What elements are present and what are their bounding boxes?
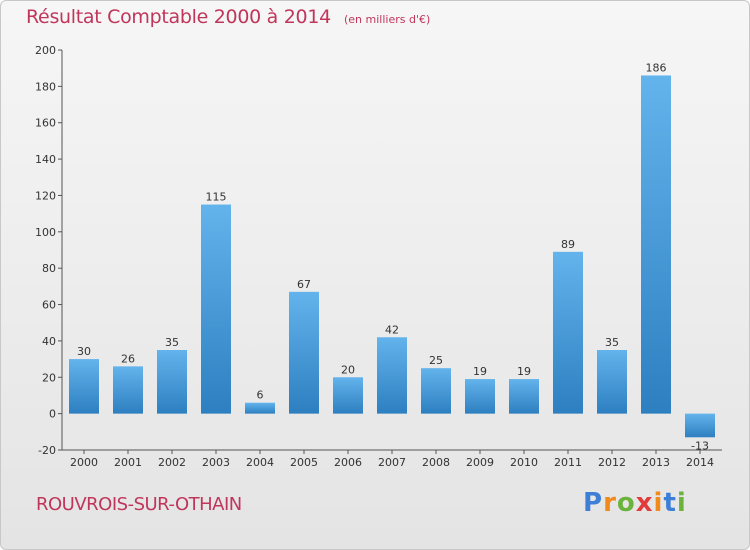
x-tick-label: 2005 [290,456,318,469]
data-label: 25 [429,354,443,367]
chart-bars: 30 26 35 115 6 67 20 42 25 19 19 89 35 186 -13 [69,61,715,452]
x-tick-label: 2001 [114,456,142,469]
x-tick-label: 2000 [70,456,98,469]
bar [641,75,671,414]
y-tick-label: 80 [42,262,56,275]
y-tick-label: 120 [35,189,56,202]
data-label: 19 [517,365,531,378]
data-label: 42 [385,323,399,336]
data-label: 26 [121,352,135,365]
x-tick-label: 2013 [642,456,670,469]
chart-subtitle: (en milliers d'€) [343,13,431,26]
chart-title: Résultat Comptable 2000 à 2014 [26,6,331,28]
bar [685,413,715,438]
x-tick-label: 2006 [334,456,362,469]
data-label: 35 [165,336,179,349]
data-label: 89 [561,238,575,251]
commune-name: ROUVROIS-SUR-OTHAIN [36,494,242,515]
y-tick-label: 100 [35,226,56,239]
logo-letter: r [603,488,617,518]
y-tick-label: -20 [38,444,56,457]
bar [465,379,495,414]
x-tick-label: 2009 [466,456,494,469]
x-tick-label: 2007 [378,456,406,469]
x-tick-label: 2012 [598,456,626,469]
bar [157,350,187,414]
bar [377,337,407,414]
x-tick-label: 2011 [554,456,582,469]
logo-letter: P [583,488,604,518]
y-tick-label: 20 [42,371,56,384]
data-label: 20 [341,363,355,376]
data-label: 67 [297,278,311,291]
x-tick-label: 2008 [422,456,450,469]
x-tick-label: 2004 [246,456,274,469]
x-tick-label: 2003 [202,456,230,469]
bar [421,368,451,414]
data-label: -13 [691,439,709,452]
chart-axes: -20 0 20 40 60 80 100 120 140 160 180 200 2000 2001 20… [35,44,722,469]
y-tick-label: 200 [35,44,56,57]
x-tick-label: 2002 [158,456,186,469]
data-label: 186 [646,61,667,74]
data-label: 19 [473,365,487,378]
bar [113,366,143,414]
y-tick-label: 60 [42,299,56,312]
x-tick-label: 2014 [686,456,714,469]
logo-letter: t [663,488,677,518]
proxiti-logo[interactable]: Proxiti [583,488,687,518]
x-tick-label: 2010 [510,456,538,469]
data-label: 30 [77,345,91,358]
y-tick-label: 180 [35,80,56,93]
y-tick-label: 140 [35,153,56,166]
bar [597,350,627,414]
y-tick-label: 40 [42,335,56,348]
logo-letter: i [676,488,687,518]
bar [289,291,319,414]
bar [333,377,363,414]
data-label: 6 [257,389,264,402]
logo-letter: o [616,488,636,518]
bar [245,402,275,414]
y-tick-label: 160 [35,117,56,130]
chart-title-block: Résultat Comptable 2000 à 2014 (en milli… [26,6,430,28]
data-label: 35 [605,336,619,349]
bar [201,204,231,414]
data-label: 115 [206,191,227,204]
bar [69,359,99,414]
y-tick-label: 0 [49,408,56,421]
bar [509,379,539,414]
logo-letter: x [635,488,654,518]
logo-letter: i [653,488,664,518]
bar [553,251,583,414]
